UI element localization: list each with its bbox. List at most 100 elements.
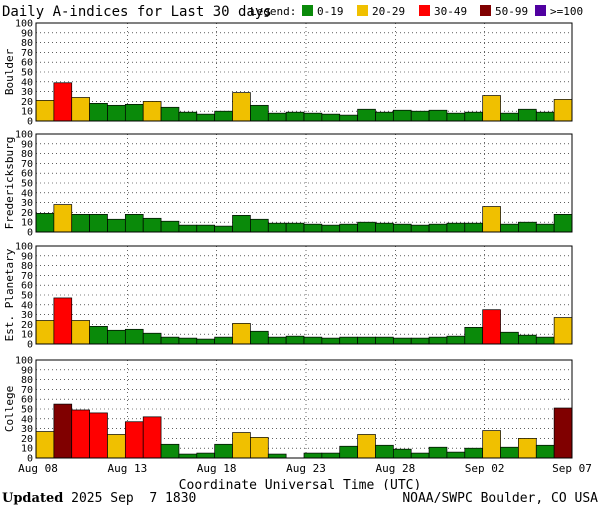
bar [285,222,305,233]
bar [124,421,144,459]
bar [321,224,341,233]
updated-value: 2025 Sep 7 1830 [71,491,197,506]
bar [160,106,180,122]
legend-item-label-0: 0-19 [317,5,344,18]
bar [267,112,287,122]
bar [375,222,394,233]
y-tick-label: 20 [21,208,33,219]
bar [518,221,537,233]
bar [339,114,358,122]
bar [357,434,376,459]
updated-timestamp: Updated 2025 Sep 7 1830 [2,491,196,506]
bar [339,445,358,459]
y-tick-label: 10 [21,107,33,118]
legend-swatch-1 [357,5,368,16]
y-tick-label: 60 [21,395,33,406]
bar [303,452,323,459]
y-tick-label: 40 [21,300,33,311]
bar [392,337,412,345]
bar [250,104,269,122]
bar [160,336,180,345]
y-tick-label: 70 [21,271,33,282]
bar [482,95,501,122]
bar [89,326,108,345]
panel-label: Est. Planetary [3,248,16,341]
bar [500,223,519,233]
bar [142,217,162,233]
updated-label: Updated [2,491,64,506]
y-tick-label: 80 [21,38,33,49]
bar [53,82,73,122]
bar [410,110,430,122]
panel-frame [35,245,573,345]
bar [232,92,251,122]
bar [464,447,484,459]
bar [410,337,430,345]
bar [321,452,341,459]
bar [500,446,519,459]
x-tick-label: Aug 23 [286,462,326,475]
a-index-chart: Daily A-indices for Last 30 days Legend:… [2,4,592,490]
y-tick-label: 20 [21,434,33,445]
bar [446,222,466,233]
bar [214,443,233,459]
bar [142,332,162,345]
y-tick-label: 0 [27,340,33,351]
bar [71,320,90,345]
bar [303,336,323,345]
bar [160,443,180,459]
x-axis-label: Coordinate Universal Time (UTC) [179,478,422,490]
bar [178,453,198,459]
panel-frame [35,133,573,233]
y-tick-label: 80 [21,375,33,386]
bar [553,317,573,345]
bar [535,111,555,122]
x-axis-tick-labels: Aug 08 Aug 13 Aug 18 Aug 23 Aug 28 Sep 02 Sep … [18,462,592,475]
bar [267,453,287,459]
y-tick-label: 100 [15,19,33,30]
bar [339,336,358,345]
bar [232,432,251,459]
bar [107,218,126,233]
legend-swatch-2 [419,5,430,16]
bar [518,334,537,345]
x-tick-label: Sep 02 [465,462,505,475]
bar [285,335,305,345]
legend-swatch-0 [302,5,313,16]
bar [178,337,198,345]
y-tick-label: 10 [21,444,33,455]
bar [35,320,55,345]
bar [357,221,376,233]
bar [89,103,108,122]
bar [89,214,108,233]
bar [375,444,394,459]
bar [196,452,216,459]
y-tick-label: 90 [21,139,33,150]
bar [107,104,126,122]
bar [392,109,412,122]
y-tick-label: 90 [21,365,33,376]
bar [107,329,126,345]
bar [500,331,519,345]
bar [535,336,555,345]
bar [160,220,180,233]
bar [464,222,484,233]
bar [124,214,144,233]
y-tick-label: 90 [21,28,33,39]
y-tick-label: 0 [27,228,33,239]
bar [535,444,555,459]
bar [71,214,90,233]
bar [196,113,216,122]
bar [553,407,573,459]
bar [446,335,466,345]
bar [464,326,484,345]
y-tick-label: 50 [21,68,33,79]
bar [303,112,323,122]
y-tick-label: 40 [21,188,33,199]
bar [35,100,55,122]
bar [267,222,287,233]
y-tick-label: 0 [27,117,33,128]
